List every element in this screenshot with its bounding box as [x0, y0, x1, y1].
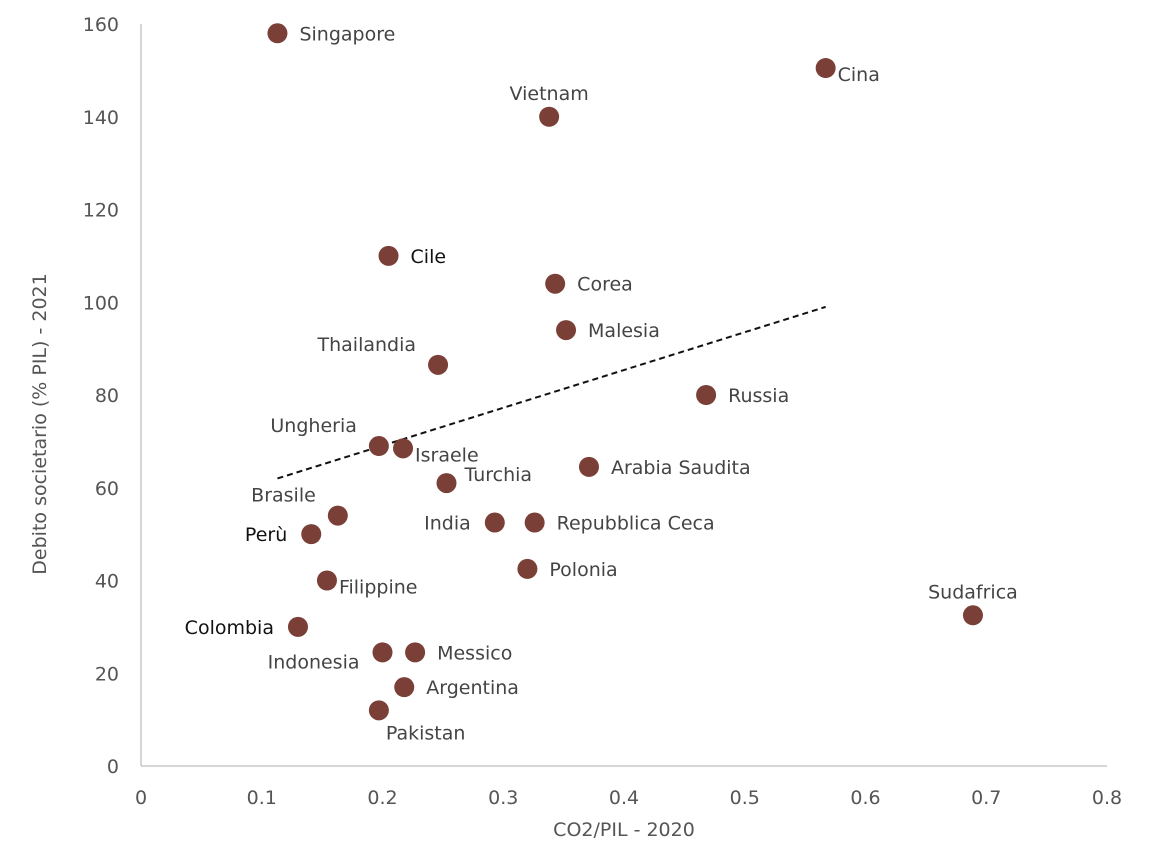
data-point — [556, 320, 577, 341]
data-point-label: Cina — [838, 64, 880, 86]
data-point-label: Cile — [411, 246, 447, 268]
data-point-label: Sudafrica — [928, 581, 1018, 603]
data-point-label: Polonia — [549, 559, 617, 581]
data-point — [393, 438, 414, 459]
data-point — [696, 385, 717, 405]
data-point — [815, 58, 836, 79]
data-point-label: Argentina — [426, 677, 519, 699]
data-point-label: Israele — [415, 444, 479, 466]
data-point — [428, 354, 449, 375]
data-point-label: Filippine — [339, 577, 418, 599]
x-tick-label: 0.6 — [850, 787, 880, 809]
data-point — [539, 106, 560, 127]
y-tick-label: 60 — [95, 478, 119, 500]
y-axis-title: Debito societario (% PIL) - 2021 — [29, 273, 51, 574]
data-point — [517, 558, 538, 579]
data-point-label: Pakistan — [386, 722, 466, 744]
y-tick-labels: 0 20 40 60 80 100 120 140 160 — [83, 14, 119, 778]
data-point-label: Corea — [577, 274, 633, 296]
data-point-label: Indonesia — [268, 651, 360, 673]
trendline — [277, 305, 826, 480]
x-tick-label: 0.4 — [609, 787, 639, 809]
x-tick-labels: 0 0.1 0.2 0.3 0.4 0.5 0.6 0.7 0.8 — [135, 787, 1122, 809]
y-tick-label: 80 — [95, 385, 119, 407]
x-tick-label: 0 — [135, 787, 147, 809]
data-point-label: Messico — [437, 642, 512, 664]
data-point-label: Singapore — [299, 23, 395, 45]
data-point — [394, 677, 415, 698]
data-point-label: Perù — [245, 524, 287, 546]
data-point — [524, 512, 545, 533]
data-point — [267, 23, 288, 44]
y-tick-label: 160 — [83, 14, 119, 36]
x-tick-label: 0.7 — [971, 787, 1001, 809]
y-tick-label: 140 — [83, 107, 119, 129]
data-point — [327, 505, 348, 526]
data-point-label: Colombia — [185, 617, 274, 639]
data-point — [301, 524, 322, 545]
data-point-label: Thailandia — [317, 334, 417, 356]
x-tick-label: 0.2 — [367, 787, 397, 809]
data-point — [372, 642, 393, 663]
x-axis-title: CO2/PIL - 2020 — [553, 819, 695, 841]
data-point-label: India — [424, 513, 471, 535]
data-point-label: Arabia Saudita — [611, 457, 751, 479]
y-tick-label: 20 — [95, 663, 119, 685]
y-tick-label: 0 — [107, 756, 119, 778]
data-points: Singapore Cina Vietnam Cile Corea Malesia Thai… — [185, 23, 1018, 744]
data-point — [545, 273, 566, 294]
data-point-label: Repubblica Ceca — [557, 513, 715, 535]
y-tick-label: 100 — [83, 292, 119, 314]
data-point — [436, 473, 457, 494]
x-tick-label: 0.8 — [1092, 787, 1122, 809]
data-point — [405, 642, 426, 663]
y-tick-label: 40 — [95, 571, 119, 593]
data-point — [287, 616, 308, 637]
y-tick-label: 120 — [83, 200, 119, 222]
data-point — [962, 605, 983, 626]
data-point-label: Russia — [728, 385, 789, 407]
data-point — [578, 456, 599, 477]
data-point-label: Vietnam — [510, 83, 589, 105]
data-point-label: Malesia — [588, 320, 660, 342]
data-point — [484, 512, 505, 533]
x-tick-label: 0.1 — [247, 787, 277, 809]
data-point — [316, 570, 337, 591]
data-point-label: Ungheria — [270, 415, 356, 437]
data-point — [378, 245, 399, 266]
data-point — [368, 436, 389, 457]
data-point — [368, 700, 389, 721]
x-tick-label: 0.5 — [730, 787, 760, 809]
data-point-label: Brasile — [251, 485, 316, 507]
x-tick-label: 0.3 — [488, 787, 518, 809]
data-point-label: Turchia — [463, 464, 532, 486]
axes — [140, 24, 1107, 767]
